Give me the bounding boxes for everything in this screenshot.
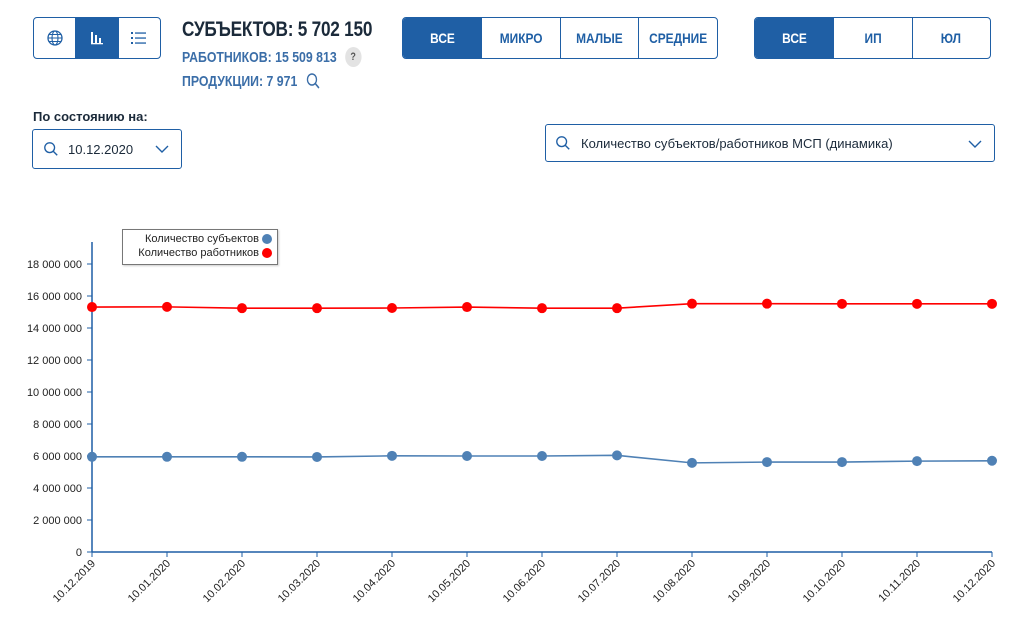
y-tick-label: 6 000 000 [33,451,82,463]
x-tick-label: 10.08.2020 [651,558,698,605]
y-tick-label: 18 000 000 [27,259,82,271]
y-tick-label: 16 000 000 [27,291,82,303]
data-point-0 [612,450,622,461]
data-point-0 [687,457,697,468]
legend-marker-workers [262,248,272,258]
map-view-button[interactable] [34,18,77,58]
chevron-down-icon [155,145,169,153]
data-point-0 [762,457,772,468]
data-point-1 [462,302,472,313]
data-point-0 [462,451,472,461]
y-tick-label: 8 000 000 [33,419,82,431]
x-tick-label: 10.11.2020 [876,558,923,605]
bar-chart-icon [90,32,103,45]
x-tick-label: 10.07.2020 [576,558,623,605]
x-tick-label: 10.04.2020 [351,558,398,605]
search-icon [44,142,58,156]
type-filter-ul[interactable]: ЮЛ [941,30,962,46]
list-icon [131,32,147,44]
date-select-value: 10.12.2020 [68,141,134,157]
data-point-0 [87,451,97,462]
y-tick-label: 2 000 000 [33,515,82,527]
metric-select-value: Количество субъектов/работников МСП (дин… [581,135,893,151]
products-total: ПРОДУКЦИИ: 7 971 [182,72,298,90]
y-tick-label: 12 000 000 [27,355,82,367]
x-tick-label: 10.05.2020 [426,558,473,605]
workers-total-row: РАБОТНИКОВ: 15 509 813 ? [182,47,372,67]
date-filter-label: По состоянию на: [33,109,148,124]
x-tick-label: 10.12.2020 [951,558,998,605]
legend-label-subjects: Количество субъектов [145,233,259,245]
x-tick-label: 10.10.2020 [801,558,848,605]
x-tick-label: 10.01.2020 [126,558,173,605]
y-tick-label: 0 [76,547,82,559]
data-point-1 [687,298,697,309]
size-filter-micro[interactable]: МИКРО [482,18,561,58]
data-point-1 [987,298,997,309]
size-filter-medium[interactable]: СРЕДНИЕ [648,30,707,46]
chart-legend: Количество субъектов Количество работник… [122,229,278,265]
y-tick-label: 10 000 000 [27,387,82,399]
x-tick-label: 10.06.2020 [501,558,548,605]
totals-panel: СУБЪЕКТОВ: 5 702 150 РАБОТНИКОВ: 15 509 … [182,18,414,90]
data-point-1 [387,303,397,313]
x-tick-label: 10.12.2019 [51,558,98,605]
data-point-0 [387,450,397,461]
data-point-0 [837,457,847,468]
data-point-0 [162,451,172,462]
data-point-1 [162,301,172,312]
workers-total: РАБОТНИКОВ: 15 509 813 [182,48,337,66]
data-point-0 [912,456,922,467]
subjects-total: СУБЪЕКТОВ: 5 702 150 [182,18,373,41]
products-total-row: ПРОДУКЦИИ: 7 971 [182,72,372,90]
data-point-1 [537,303,547,314]
list-view-button[interactable] [119,18,160,58]
size-filter: ВСЕ МИКРО МАЛЫЕ СРЕДНИЕ [402,17,718,59]
legend-marker-subjects [262,234,272,244]
y-tick-label: 14 000 000 [27,323,82,335]
data-point-0 [537,451,547,461]
legend-entry-subjects[interactable]: Количество субъектов [145,233,272,245]
chart-view-button[interactable] [76,18,119,58]
data-point-1 [612,303,622,314]
view-mode-toggle [33,17,161,59]
y-tick-label: 4 000 000 [33,483,82,495]
data-point-1 [312,303,322,314]
date-select[interactable]: 10.12.2020 [32,129,182,169]
size-filter-all[interactable]: ВСЕ [403,18,483,58]
type-filter: ВСЕ ИП ЮЛ [754,17,991,59]
x-tick-label: 10.03.2020 [276,558,323,605]
data-point-1 [912,298,922,309]
data-point-0 [312,451,322,462]
metric-select[interactable]: Количество субъектов/работников МСП (дин… [545,124,995,162]
globe-icon [47,30,63,46]
type-filter-ip[interactable]: ИП [834,18,913,58]
search-icon[interactable] [306,72,321,90]
type-filter-all[interactable]: ВСЕ [755,18,835,58]
x-tick-label: 10.09.2020 [726,558,773,605]
chevron-down-icon [968,140,982,148]
x-tick-label: 10.02.2020 [201,558,248,605]
data-point-0 [237,451,247,462]
legend-entry-workers[interactable]: Количество работников [138,247,272,259]
data-point-1 [762,298,772,309]
help-icon[interactable]: ? [344,47,362,67]
legend-label-workers: Количество работников [138,247,259,259]
size-filter-small[interactable]: МАЛЫЕ [561,18,639,58]
search-icon [556,136,570,150]
data-point-0 [987,455,997,466]
data-point-1 [237,303,247,314]
data-point-1 [837,298,847,309]
data-point-1 [87,302,97,313]
